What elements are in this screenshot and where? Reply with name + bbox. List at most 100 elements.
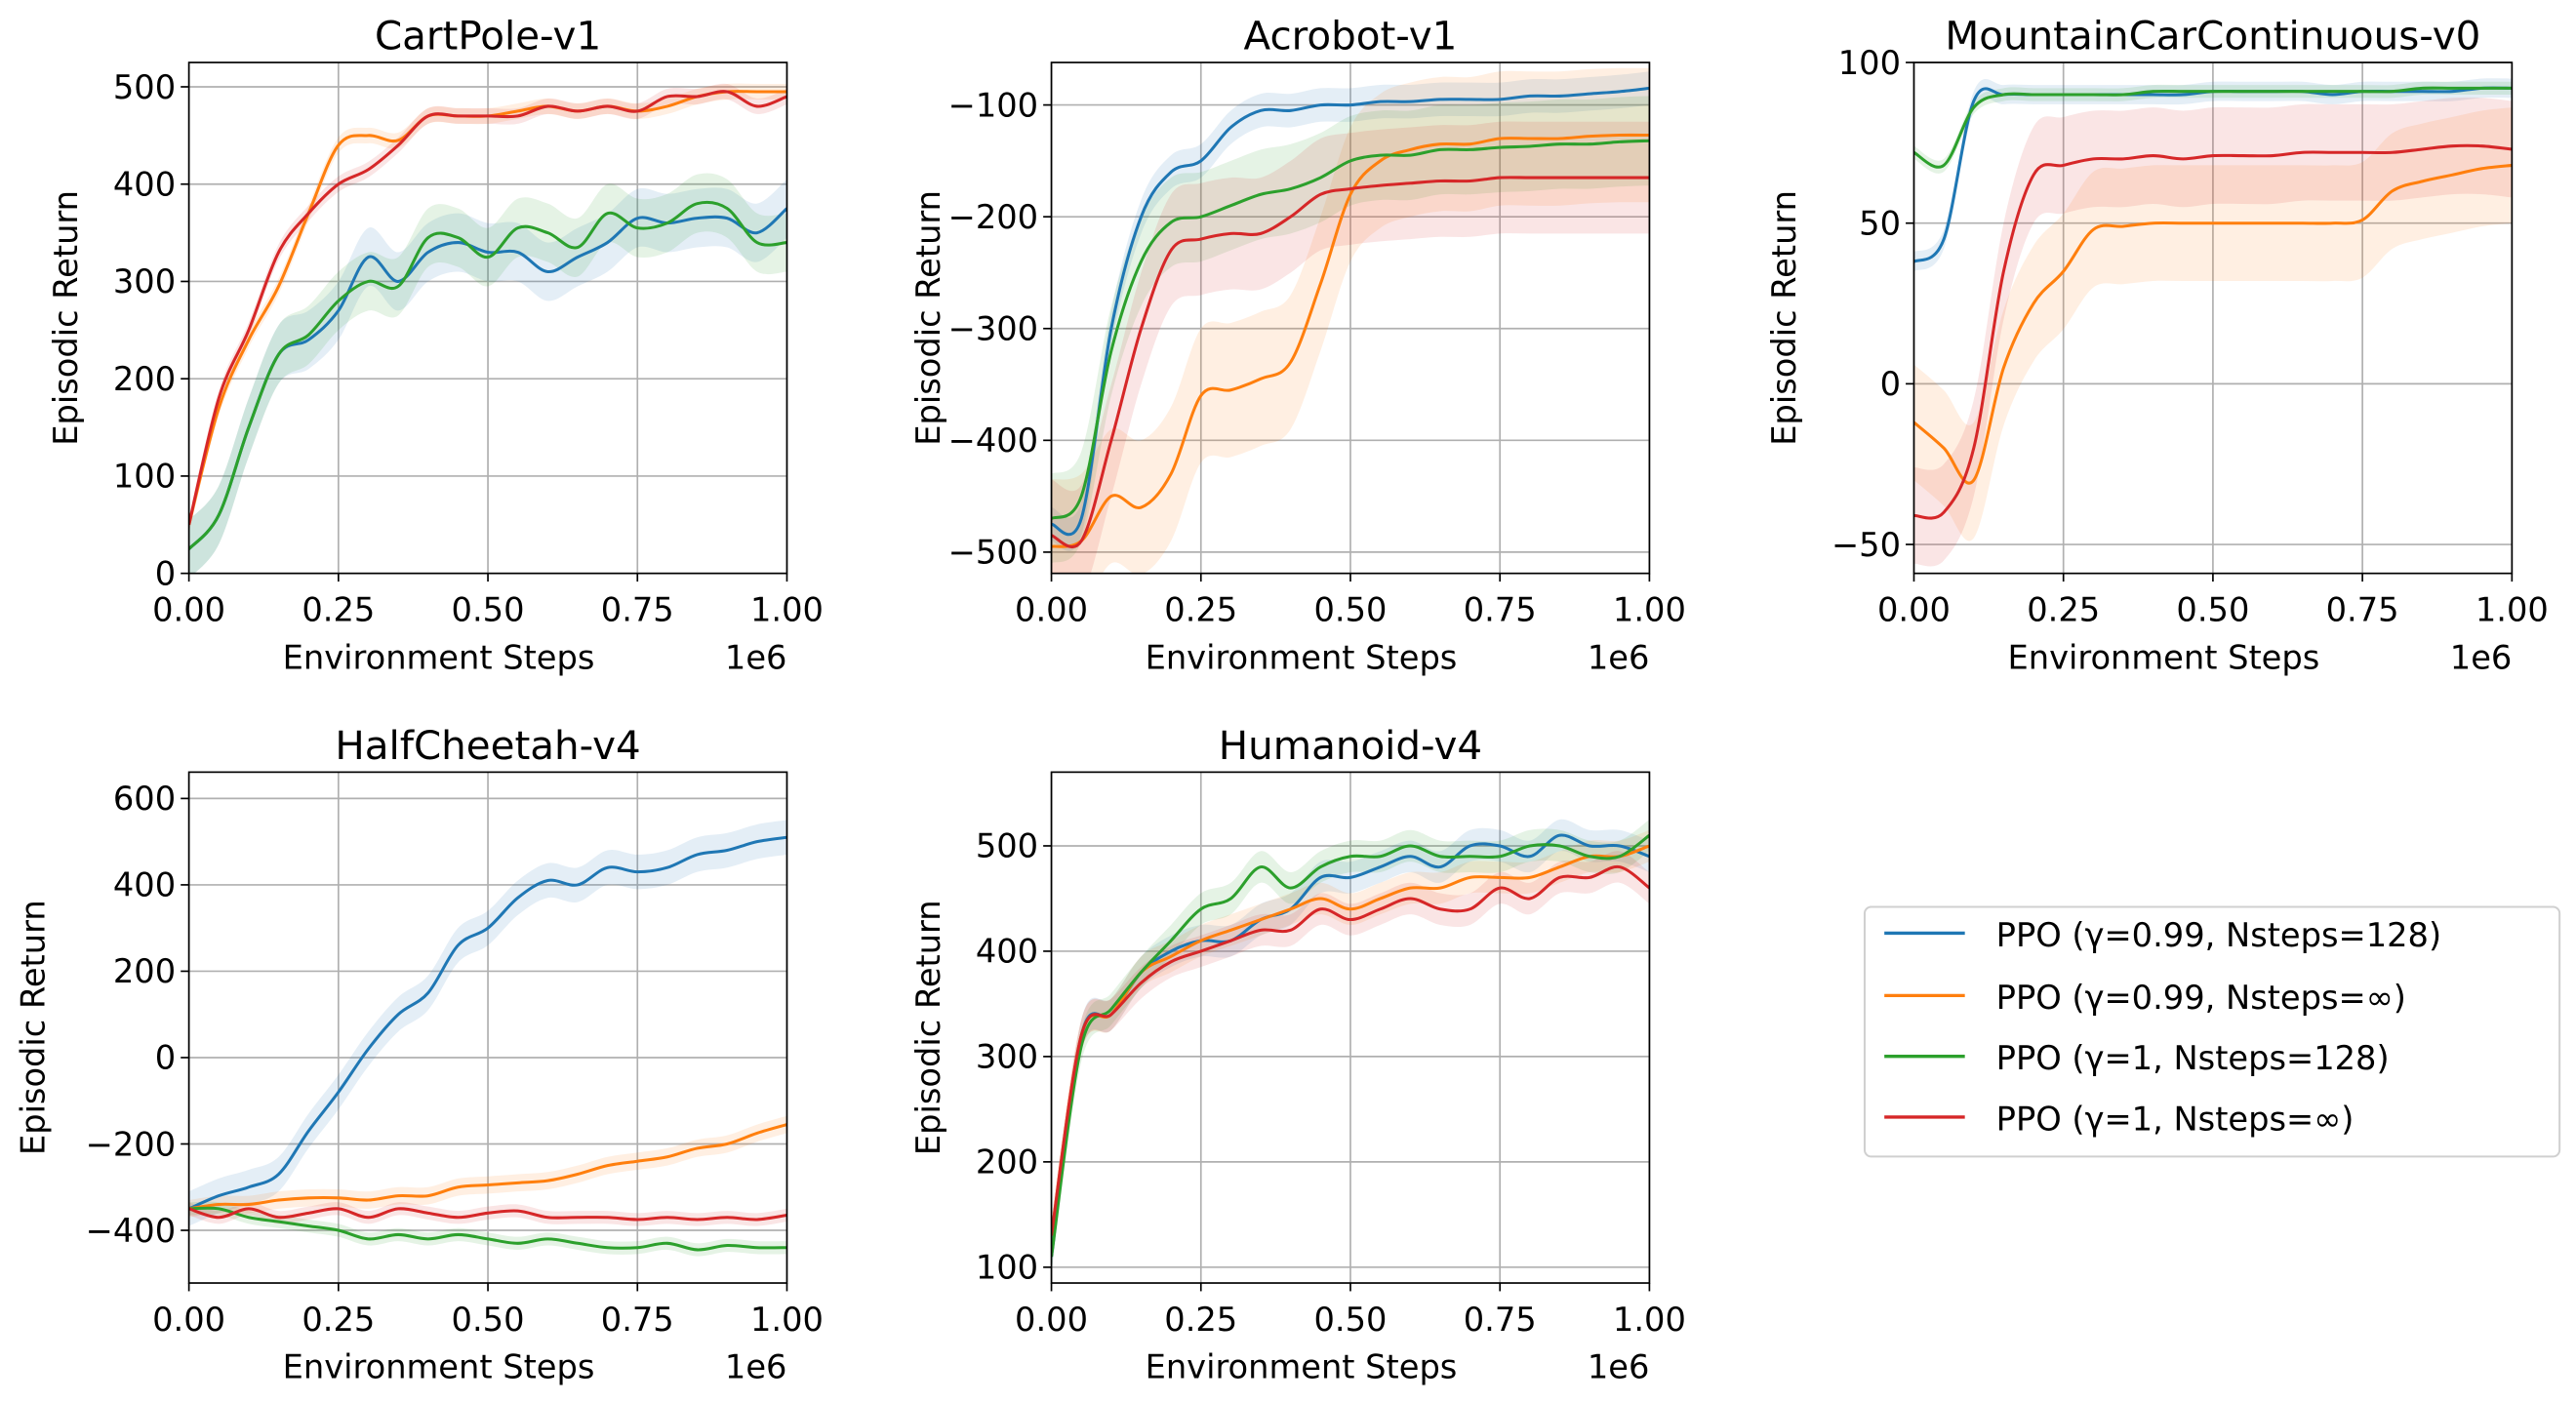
x-tick-label: 0.75 xyxy=(601,1301,674,1339)
y-tick-label: −500 xyxy=(948,534,1038,572)
series-line xyxy=(188,1123,787,1211)
legend-label: PPO (γ=0.99, Nsteps=∞) xyxy=(1996,979,2406,1017)
series-line xyxy=(188,200,787,550)
x-tick-label: 0.50 xyxy=(1314,1301,1388,1339)
series-band xyxy=(1051,67,1650,574)
x-tick-label: 1.00 xyxy=(1613,590,1686,628)
series-band xyxy=(1051,829,1650,1252)
y-tick-label: −400 xyxy=(948,421,1038,460)
y-axis-label: Episodic Return xyxy=(909,190,947,446)
x-axis-multiplier: 1e6 xyxy=(725,638,787,676)
y-tick-label: 100 xyxy=(976,1249,1038,1287)
x-axis-label: Environment Steps xyxy=(1146,638,1458,676)
series-band xyxy=(1051,96,1650,564)
series-line xyxy=(1913,143,2513,520)
x-tick-label: 0.00 xyxy=(1877,590,1951,628)
y-axis-label: Episodic Return xyxy=(1765,190,1803,446)
y-tick-label: 100 xyxy=(1838,44,1901,82)
series-line xyxy=(1051,833,1650,1258)
y-tick-label: −400 xyxy=(86,1212,176,1250)
legend-label: PPO (γ=0.99, Nsteps=128) xyxy=(1996,916,2441,954)
x-tick-label: 0.75 xyxy=(601,590,674,628)
y-tick-label: 0 xyxy=(155,1039,176,1077)
y-tick-label: −200 xyxy=(86,1125,176,1163)
subplot-mountaincarcontinuous-v0: 0.00 0.25 0.50 0.75 1.00 −50 0 50 100 MountainCar… xyxy=(1765,13,2549,677)
x-axis-multiplier: 1e6 xyxy=(1588,638,1650,676)
y-tick-label: 50 xyxy=(1859,204,1901,242)
series-line xyxy=(1051,176,1650,549)
plot-area xyxy=(1913,78,2513,567)
x-axis-multiplier: 1e6 xyxy=(1588,1348,1650,1386)
subplot-title: HalfCheetah-v4 xyxy=(335,722,640,769)
x-tick-label: 0.75 xyxy=(1464,1301,1537,1339)
x-tick-label: 1.00 xyxy=(2475,590,2549,628)
y-tick-label: 200 xyxy=(976,1143,1038,1182)
y-tick-label: 400 xyxy=(113,866,176,904)
x-tick-label: 0.50 xyxy=(2176,590,2249,628)
series-line xyxy=(188,1207,787,1222)
x-tick-label: 0.25 xyxy=(302,590,375,628)
y-tick-label: 300 xyxy=(113,262,176,301)
plot-area xyxy=(1051,819,1650,1273)
y-tick-label: 200 xyxy=(113,360,176,398)
series-line xyxy=(1051,133,1650,548)
y-axis-label: Episodic Return xyxy=(14,900,52,1155)
series-line xyxy=(188,1206,787,1252)
y-tick-label: 400 xyxy=(113,166,176,204)
legend-label: PPO (γ=1, Nsteps=∞) xyxy=(1996,1100,2355,1138)
x-tick-label: 0.25 xyxy=(1164,1301,1237,1339)
series-band xyxy=(188,820,787,1226)
series-band xyxy=(1913,107,2513,541)
series-band xyxy=(1051,819,1650,1273)
plot-area xyxy=(188,820,787,1257)
series-band xyxy=(1913,97,2513,567)
x-tick-label: 0.25 xyxy=(302,1301,375,1339)
series-band xyxy=(188,173,787,574)
x-tick-label: 1.00 xyxy=(750,1301,824,1339)
series-band xyxy=(1051,819,1650,1273)
series-line xyxy=(188,835,787,1211)
x-axis-label: Environment Steps xyxy=(1146,1348,1458,1386)
x-axis-label: Environment Steps xyxy=(283,1348,595,1386)
plot-area xyxy=(188,83,787,574)
legend: PPO (γ=0.99, Nsteps=128) PPO (γ=0.99, Ns… xyxy=(1863,905,2561,1158)
y-tick-label: 200 xyxy=(113,952,176,990)
x-axis-multiplier: 1e6 xyxy=(725,1348,787,1386)
subplot-acrobot-v1: 0.00 0.25 0.50 0.75 1.00 −500 −400 −300 −200 −100… xyxy=(909,13,1686,677)
series-band xyxy=(188,1201,787,1257)
x-tick-label: 0.75 xyxy=(1464,590,1537,628)
y-axis-label: Episodic Return xyxy=(909,900,947,1155)
y-tick-label: −100 xyxy=(948,86,1038,124)
y-tick-label: 500 xyxy=(976,827,1038,865)
subplot-title: CartPole-v1 xyxy=(375,13,601,60)
series-line xyxy=(1051,139,1650,520)
x-tick-label: 1.00 xyxy=(1613,1301,1686,1339)
subplot-title: Humanoid-v4 xyxy=(1219,722,1482,769)
x-axis-multiplier: 1e6 xyxy=(2450,638,2513,676)
y-tick-label: 300 xyxy=(976,1038,1038,1076)
x-tick-label: 0.50 xyxy=(1314,590,1388,628)
x-axis-label: Environment Steps xyxy=(283,638,595,676)
y-tick-label: 400 xyxy=(976,933,1038,971)
x-tick-label: 0.25 xyxy=(2027,590,2100,628)
legend-box xyxy=(1863,905,2561,1158)
x-tick-label: 0.50 xyxy=(452,1301,525,1339)
plot-area xyxy=(1051,67,1650,574)
x-tick-label: 1.00 xyxy=(750,590,824,628)
subplot-cartpole-v1: 0.00 0.25 0.50 0.75 1.00 0 100 200 300 400 500 Cart… xyxy=(47,13,824,677)
y-tick-label: −300 xyxy=(948,310,1038,348)
x-tick-label: 0.50 xyxy=(452,590,525,628)
subplot-title: Acrobot-v1 xyxy=(1244,13,1458,60)
y-axis-label: Episodic Return xyxy=(47,190,85,446)
series-line xyxy=(1051,864,1650,1236)
x-tick-label: 0.25 xyxy=(1164,590,1237,628)
subplot-title: MountainCarContinuous-v0 xyxy=(1945,13,2480,60)
series-line xyxy=(1913,86,2513,169)
x-tick-label: 0.00 xyxy=(1015,1301,1088,1339)
y-tick-label: −200 xyxy=(948,198,1038,236)
x-tick-label: 0.00 xyxy=(1015,590,1088,628)
legend-label: PPO (γ=1, Nsteps=128) xyxy=(1996,1039,2390,1077)
series-band xyxy=(1051,121,1650,574)
x-tick-label: 0.75 xyxy=(2326,590,2399,628)
